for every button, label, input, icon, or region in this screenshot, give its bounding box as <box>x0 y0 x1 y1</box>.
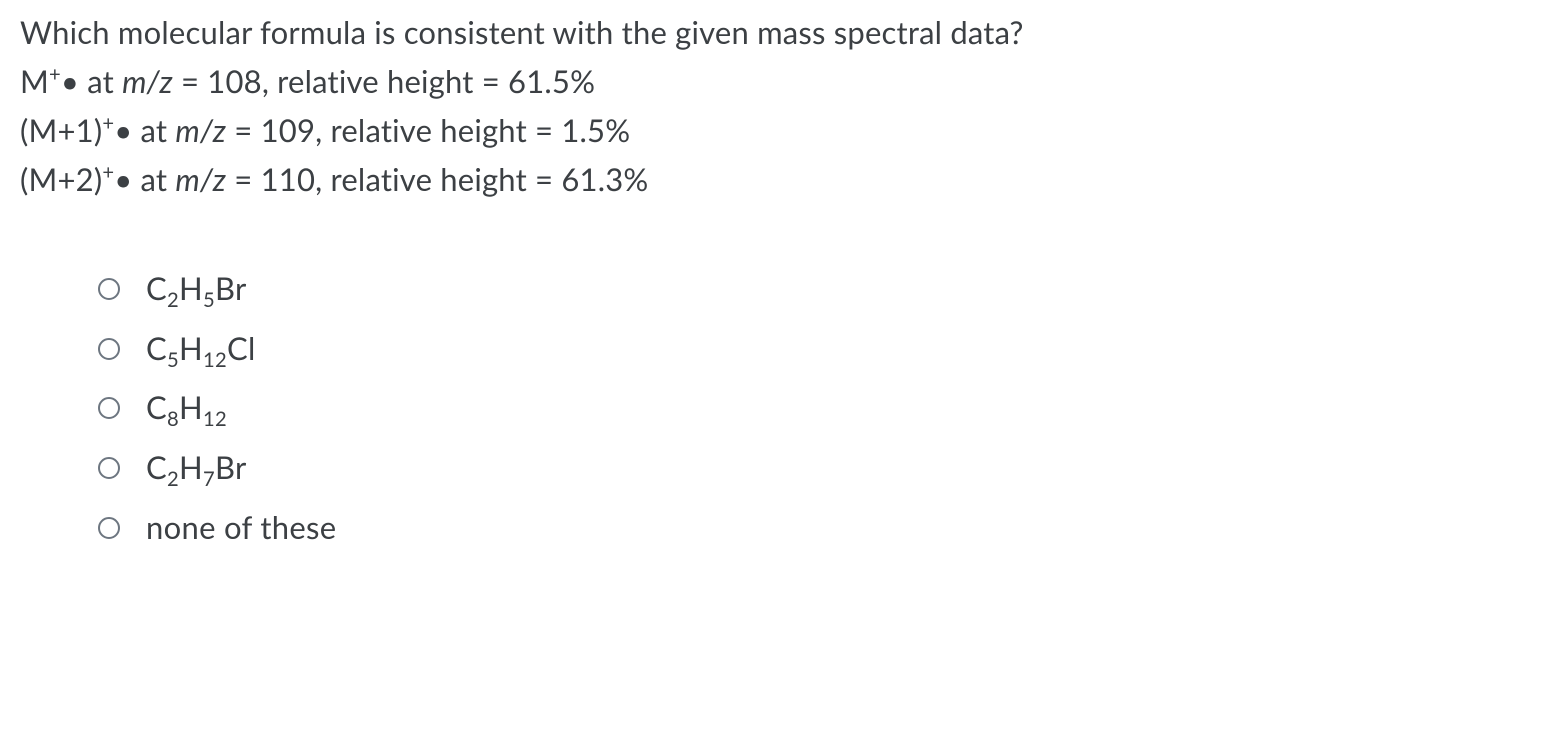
superscript-plus: + <box>102 160 114 184</box>
superscript-plus: + <box>49 63 61 87</box>
sub-n1: 2 <box>167 467 179 491</box>
option-label: C8H12 <box>146 387 227 429</box>
tail: Br <box>215 269 247 307</box>
at-text: at <box>132 160 175 198</box>
option-label: C2H7Br <box>146 447 247 489</box>
bullet: • <box>114 160 132 198</box>
radio-icon <box>98 397 120 419</box>
question-container: Which molecular formula is consistent wi… <box>0 0 1556 549</box>
eq: = <box>226 111 260 149</box>
eq: = <box>226 160 260 198</box>
height-value: 1.5% <box>561 111 630 149</box>
at-text: at <box>79 62 122 100</box>
el-h: H <box>179 448 203 486</box>
height-value: 61.5% <box>508 62 595 100</box>
tail: Br <box>215 448 247 486</box>
option-2[interactable]: C5H12Cl <box>98 328 1536 370</box>
mz-label: m/z <box>122 62 173 100</box>
sub-n1: 8 <box>167 408 179 432</box>
el-c: C <box>146 269 167 307</box>
stem-line-4: (M+2)+• at m/z = 110, relative height = … <box>20 157 1536 202</box>
m-plus-prefix: M <box>20 62 49 100</box>
option-label: C5H12Cl <box>146 328 256 370</box>
radio-icon <box>98 517 120 539</box>
mz-value: 110 <box>261 160 316 198</box>
option-3[interactable]: C8H12 <box>98 387 1536 429</box>
el-h: H <box>179 388 203 426</box>
option-1[interactable]: C2H5Br <box>98 268 1536 310</box>
mid-text: , relative height = <box>262 62 508 100</box>
stem-line-2: M+• at m/z = 108, relative height = 61.5… <box>20 59 1536 104</box>
eq: = <box>173 62 207 100</box>
option-label: none of these <box>146 507 336 549</box>
at-text: at <box>132 111 175 149</box>
sub-n2: 5 <box>203 288 215 312</box>
bullet: • <box>61 62 79 100</box>
tail: Cl <box>227 329 256 367</box>
sub-n2: 12 <box>203 408 227 432</box>
mz-value: 108 <box>207 62 262 100</box>
radio-icon <box>98 457 120 479</box>
radio-icon <box>98 278 120 300</box>
stem-line-3: (M+1)+• at m/z = 109, relative height = … <box>20 108 1536 153</box>
m-plus-prefix: (M+2) <box>20 160 102 198</box>
el-c: C <box>146 388 167 426</box>
radio-icon <box>98 338 120 360</box>
el-c: C <box>146 329 167 367</box>
stem-line-1: Which molecular formula is consistent wi… <box>20 10 1536 55</box>
bullet: • <box>114 111 132 149</box>
mid-text: , relative height = <box>315 111 561 149</box>
sub-n2: 12 <box>203 348 227 372</box>
mz-label: m/z <box>175 160 226 198</box>
option-5[interactable]: none of these <box>98 507 1536 549</box>
mid-text: , relative height = <box>315 160 561 198</box>
el-c: C <box>146 448 167 486</box>
mz-value: 109 <box>261 111 316 149</box>
el-h: H <box>179 329 203 367</box>
mz-label: m/z <box>175 111 226 149</box>
m-plus-prefix: (M+1) <box>20 111 102 149</box>
sub-n2: 7 <box>203 467 215 491</box>
question-stem: Which molecular formula is consistent wi… <box>20 10 1536 202</box>
option-label: C2H5Br <box>146 268 247 310</box>
sub-n1: 5 <box>167 348 179 372</box>
sub-n1: 2 <box>167 288 179 312</box>
superscript-plus: + <box>102 112 114 136</box>
height-value: 61.3% <box>561 160 648 198</box>
answer-options: C2H5Br C5H12Cl C8H12 C2H7Br none of thes… <box>98 268 1536 549</box>
option-4[interactable]: C2H7Br <box>98 447 1536 489</box>
el-h: H <box>179 269 203 307</box>
